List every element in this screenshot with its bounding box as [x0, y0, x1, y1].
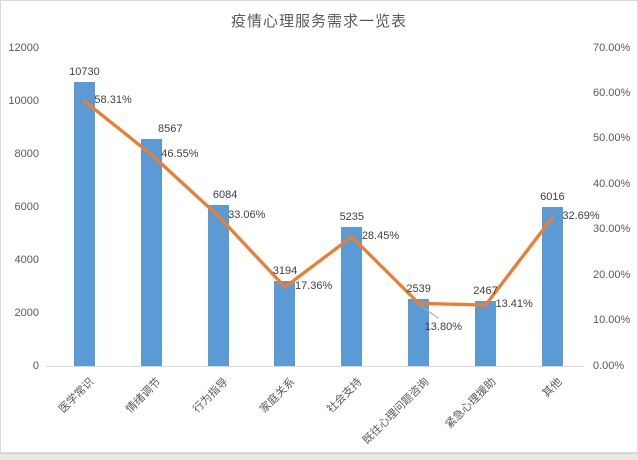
- right-axis-tick: 60.00%: [593, 86, 631, 99]
- bar-value-label: 3194: [272, 265, 298, 278]
- right-axis-tick: 50.00%: [593, 132, 631, 145]
- bar-value-label: 8567: [158, 122, 183, 135]
- left-axis-tick: 2000: [14, 306, 39, 319]
- percentage-label: 13.80%: [424, 321, 462, 334]
- right-axis-tick: 20.00%: [593, 268, 631, 281]
- left-axis-tick: 4000: [14, 253, 39, 266]
- percentage-label: 33.06%: [228, 208, 266, 221]
- percentage-label: 58.31%: [94, 94, 132, 107]
- right-axis-tick: 0.00%: [593, 359, 625, 372]
- left-axis-tick: 10000: [8, 94, 39, 107]
- bar-value-label: 5235: [339, 211, 365, 224]
- right-axis-tick: 30.00%: [593, 223, 631, 236]
- bar-value-label: 2467: [473, 284, 498, 297]
- percentage-label: 32.69%: [562, 210, 600, 223]
- bar-value-label: 6016: [540, 190, 565, 203]
- left-axis-tick: 6000: [14, 200, 39, 213]
- bar-value-label: 6084: [212, 188, 238, 201]
- bar-value-label: 2539: [406, 282, 431, 295]
- percentage-label: 28.45%: [361, 229, 400, 242]
- chart-title: 疫情心理服务需求一览表: [230, 13, 407, 30]
- left-axis-tick: 0: [32, 359, 39, 372]
- percentage-label: 13.41%: [495, 298, 533, 311]
- bar-紧急心理援助: [475, 300, 497, 366]
- right-axis-tick: 10.00%: [593, 314, 631, 327]
- left-axis-tick: 12000: [8, 41, 39, 54]
- right-axis-tick: 70.00%: [593, 41, 631, 54]
- page-background-strip: [0, 453, 638, 460]
- bar-value-label: 10730: [69, 65, 100, 78]
- x-axis-line: [46, 366, 584, 367]
- right-axis-tick: 40.00%: [593, 177, 631, 190]
- left-axis-tick: 8000: [14, 147, 39, 160]
- percentage-label: 17.36%: [294, 280, 333, 293]
- percentage-label: 46.55%: [161, 147, 199, 160]
